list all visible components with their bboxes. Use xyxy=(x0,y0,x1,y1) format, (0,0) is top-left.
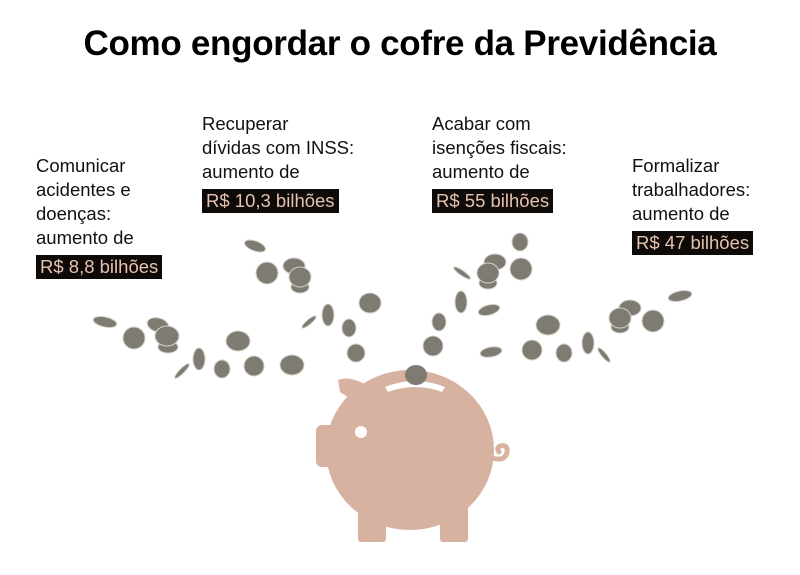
amount-badge: R$ 8,8 bilhões xyxy=(36,255,163,279)
coins-icon xyxy=(92,232,693,379)
item-text: aumento de xyxy=(36,227,134,248)
item-text: trabalhadores: xyxy=(632,179,751,200)
item-text: isenções fiscais: xyxy=(432,137,567,158)
piggy-bank-icon xyxy=(316,370,510,542)
item-text: dívidas com INSS: xyxy=(202,137,355,158)
item-text: doenças: xyxy=(36,203,112,224)
amount-badge: R$ 10,3 bilhões xyxy=(202,189,339,213)
page-title: Como engordar o cofre da Previdência xyxy=(83,24,717,63)
item-text: aumento de xyxy=(632,203,730,224)
item-text: Formalizar xyxy=(632,155,720,176)
item-recuperar-dividas: Recuperar dívidas com INSS: aumento de R… xyxy=(202,112,354,213)
item-acabar-isencoes: Acabar com isenções fiscais: aumento de … xyxy=(432,112,567,213)
item-text: aumento de xyxy=(202,161,300,182)
item-text: Recuperar xyxy=(202,113,289,134)
item-formalizar-trabalhadores: Formalizar trabalhadores: aumento de R$ … xyxy=(632,154,754,255)
amount-badge: R$ 55 bilhões xyxy=(432,189,554,213)
item-comunicar-acidentes: Comunicar acidentes e doenças: aumento d… xyxy=(36,154,163,279)
item-text: acidentes e xyxy=(36,179,131,200)
amount-badge: R$ 47 bilhões xyxy=(632,231,754,255)
item-text: Comunicar xyxy=(36,155,126,176)
item-text: Acabar com xyxy=(432,113,531,134)
item-text: aumento de xyxy=(432,161,530,182)
